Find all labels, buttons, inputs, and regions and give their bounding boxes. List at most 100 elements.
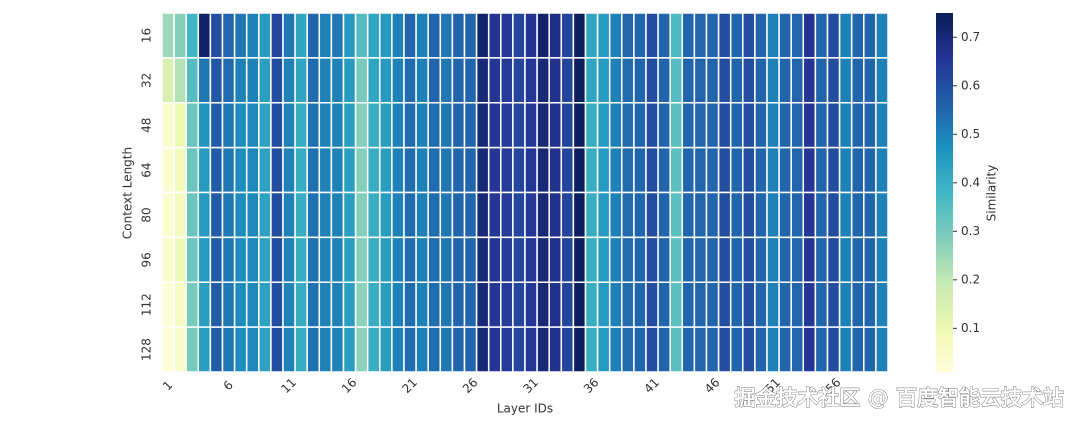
heatmap-cell: [258, 146, 272, 194]
heatmap-cell: [282, 281, 296, 328]
heatmap-cell: [487, 57, 502, 104]
heatmap-cell: [306, 102, 321, 149]
heatmap-cell: [185, 12, 200, 59]
heatmap-cell: [318, 236, 333, 283]
heatmap-cell: [875, 57, 889, 104]
heatmap-cell: [415, 102, 429, 149]
heatmap-cell: [487, 191, 502, 239]
heatmap-cell: [475, 146, 490, 194]
heatmap-cell: [318, 281, 333, 328]
heatmap-cell: [826, 236, 841, 283]
heatmap-cell: [681, 102, 696, 149]
heatmap-cell: [330, 12, 345, 59]
y-tick-label: 80: [140, 207, 154, 222]
heatmap-cell: [451, 57, 466, 104]
heatmap-cell: [754, 191, 768, 239]
heatmap-cell: [778, 12, 792, 59]
heatmap-cell: [766, 191, 780, 239]
heatmap-cell: [850, 102, 865, 149]
heatmap-cell: [403, 326, 417, 373]
heatmap-cell: [233, 326, 248, 373]
heatmap-cell: [621, 57, 635, 104]
heatmap-cell: [282, 236, 296, 283]
heatmap-cell: [572, 236, 587, 283]
heatmap-cell: [608, 191, 623, 239]
heatmap-cell: [729, 191, 744, 239]
heatmap-cell: [838, 191, 853, 239]
heatmap-cell: [548, 102, 563, 149]
heatmap-cell: [802, 12, 817, 59]
heatmap-cell: [463, 102, 478, 149]
heatmap-cell: [826, 12, 841, 59]
heatmap-cell: [596, 191, 611, 239]
heatmap-cell: [826, 326, 841, 373]
heatmap-cell: [790, 191, 805, 239]
x-tick-label: 26: [460, 375, 481, 396]
heatmap-cell: [161, 236, 175, 283]
heatmap-cell: [875, 326, 889, 373]
heatmap-cell: [850, 191, 865, 239]
heatmap-cell: [342, 57, 357, 104]
heatmap-cell: [657, 326, 671, 373]
heatmap-cell: [633, 12, 647, 59]
heatmap-cell: [826, 281, 841, 328]
heatmap-cell: [560, 102, 575, 149]
heatmap-cell: [633, 57, 647, 104]
heatmap-cell: [245, 281, 260, 328]
heatmap-cell: [161, 146, 175, 194]
heatmap-cell: [330, 146, 345, 194]
heatmap-cell: [282, 146, 296, 194]
heatmap-cell: [608, 236, 623, 283]
heatmap-cell: [475, 57, 490, 104]
heatmap-cell: [439, 12, 454, 59]
heatmap-cell: [633, 102, 647, 149]
heatmap-cell: [645, 146, 659, 194]
heatmap-cell: [802, 146, 817, 194]
heatmap-cell: [536, 281, 550, 328]
heatmap-cell: [475, 236, 490, 283]
heatmap-cell: [729, 236, 744, 283]
heatmap-cell: [318, 326, 333, 373]
heatmap-cell: [366, 281, 381, 328]
heatmap-cell: [173, 102, 187, 149]
heatmap-cell: [875, 281, 889, 328]
heatmap-cell: [451, 191, 466, 239]
heatmap-cell: [778, 281, 792, 328]
heatmap-cell: [233, 191, 248, 239]
heatmap-cell: [608, 57, 623, 104]
x-tick-label: 11: [278, 375, 299, 396]
heatmap-cell: [161, 281, 175, 328]
heatmap-cell: [596, 146, 611, 194]
heatmap-cell: [548, 191, 563, 239]
heatmap-cell: [548, 146, 563, 194]
heatmap-cell: [512, 57, 526, 104]
heatmap-cell: [548, 281, 563, 328]
heatmap-cell: [524, 12, 538, 59]
heatmap: [161, 12, 889, 373]
heatmap-cell: [221, 102, 236, 149]
heatmap-cell: [403, 146, 417, 194]
heatmap-cell: [258, 236, 272, 283]
heatmap-cell: [814, 191, 829, 239]
heatmap-cell: [282, 57, 296, 104]
x-tick-label: 31: [520, 375, 541, 396]
heatmap-cell: [838, 102, 853, 149]
heatmap-cell: [754, 57, 768, 104]
heatmap-cell: [366, 57, 381, 104]
heatmap-cell: [391, 326, 405, 373]
heatmap-cell: [330, 236, 345, 283]
heatmap-cell: [318, 102, 333, 149]
heatmap-cell: [209, 102, 224, 149]
heatmap-cell: [318, 12, 333, 59]
heatmap-cell: [197, 281, 212, 328]
heatmap-cell: [693, 191, 708, 239]
heatmap-cell: [814, 326, 829, 373]
heatmap-cell: [354, 191, 369, 239]
heatmap-cell: [875, 12, 889, 59]
heatmap-cell: [342, 191, 357, 239]
heatmap-cell: [778, 102, 792, 149]
heatmap-cell: [439, 236, 454, 283]
heatmap-cell: [584, 146, 599, 194]
heatmap-cell: [850, 146, 865, 194]
heatmap-cell: [572, 12, 587, 59]
